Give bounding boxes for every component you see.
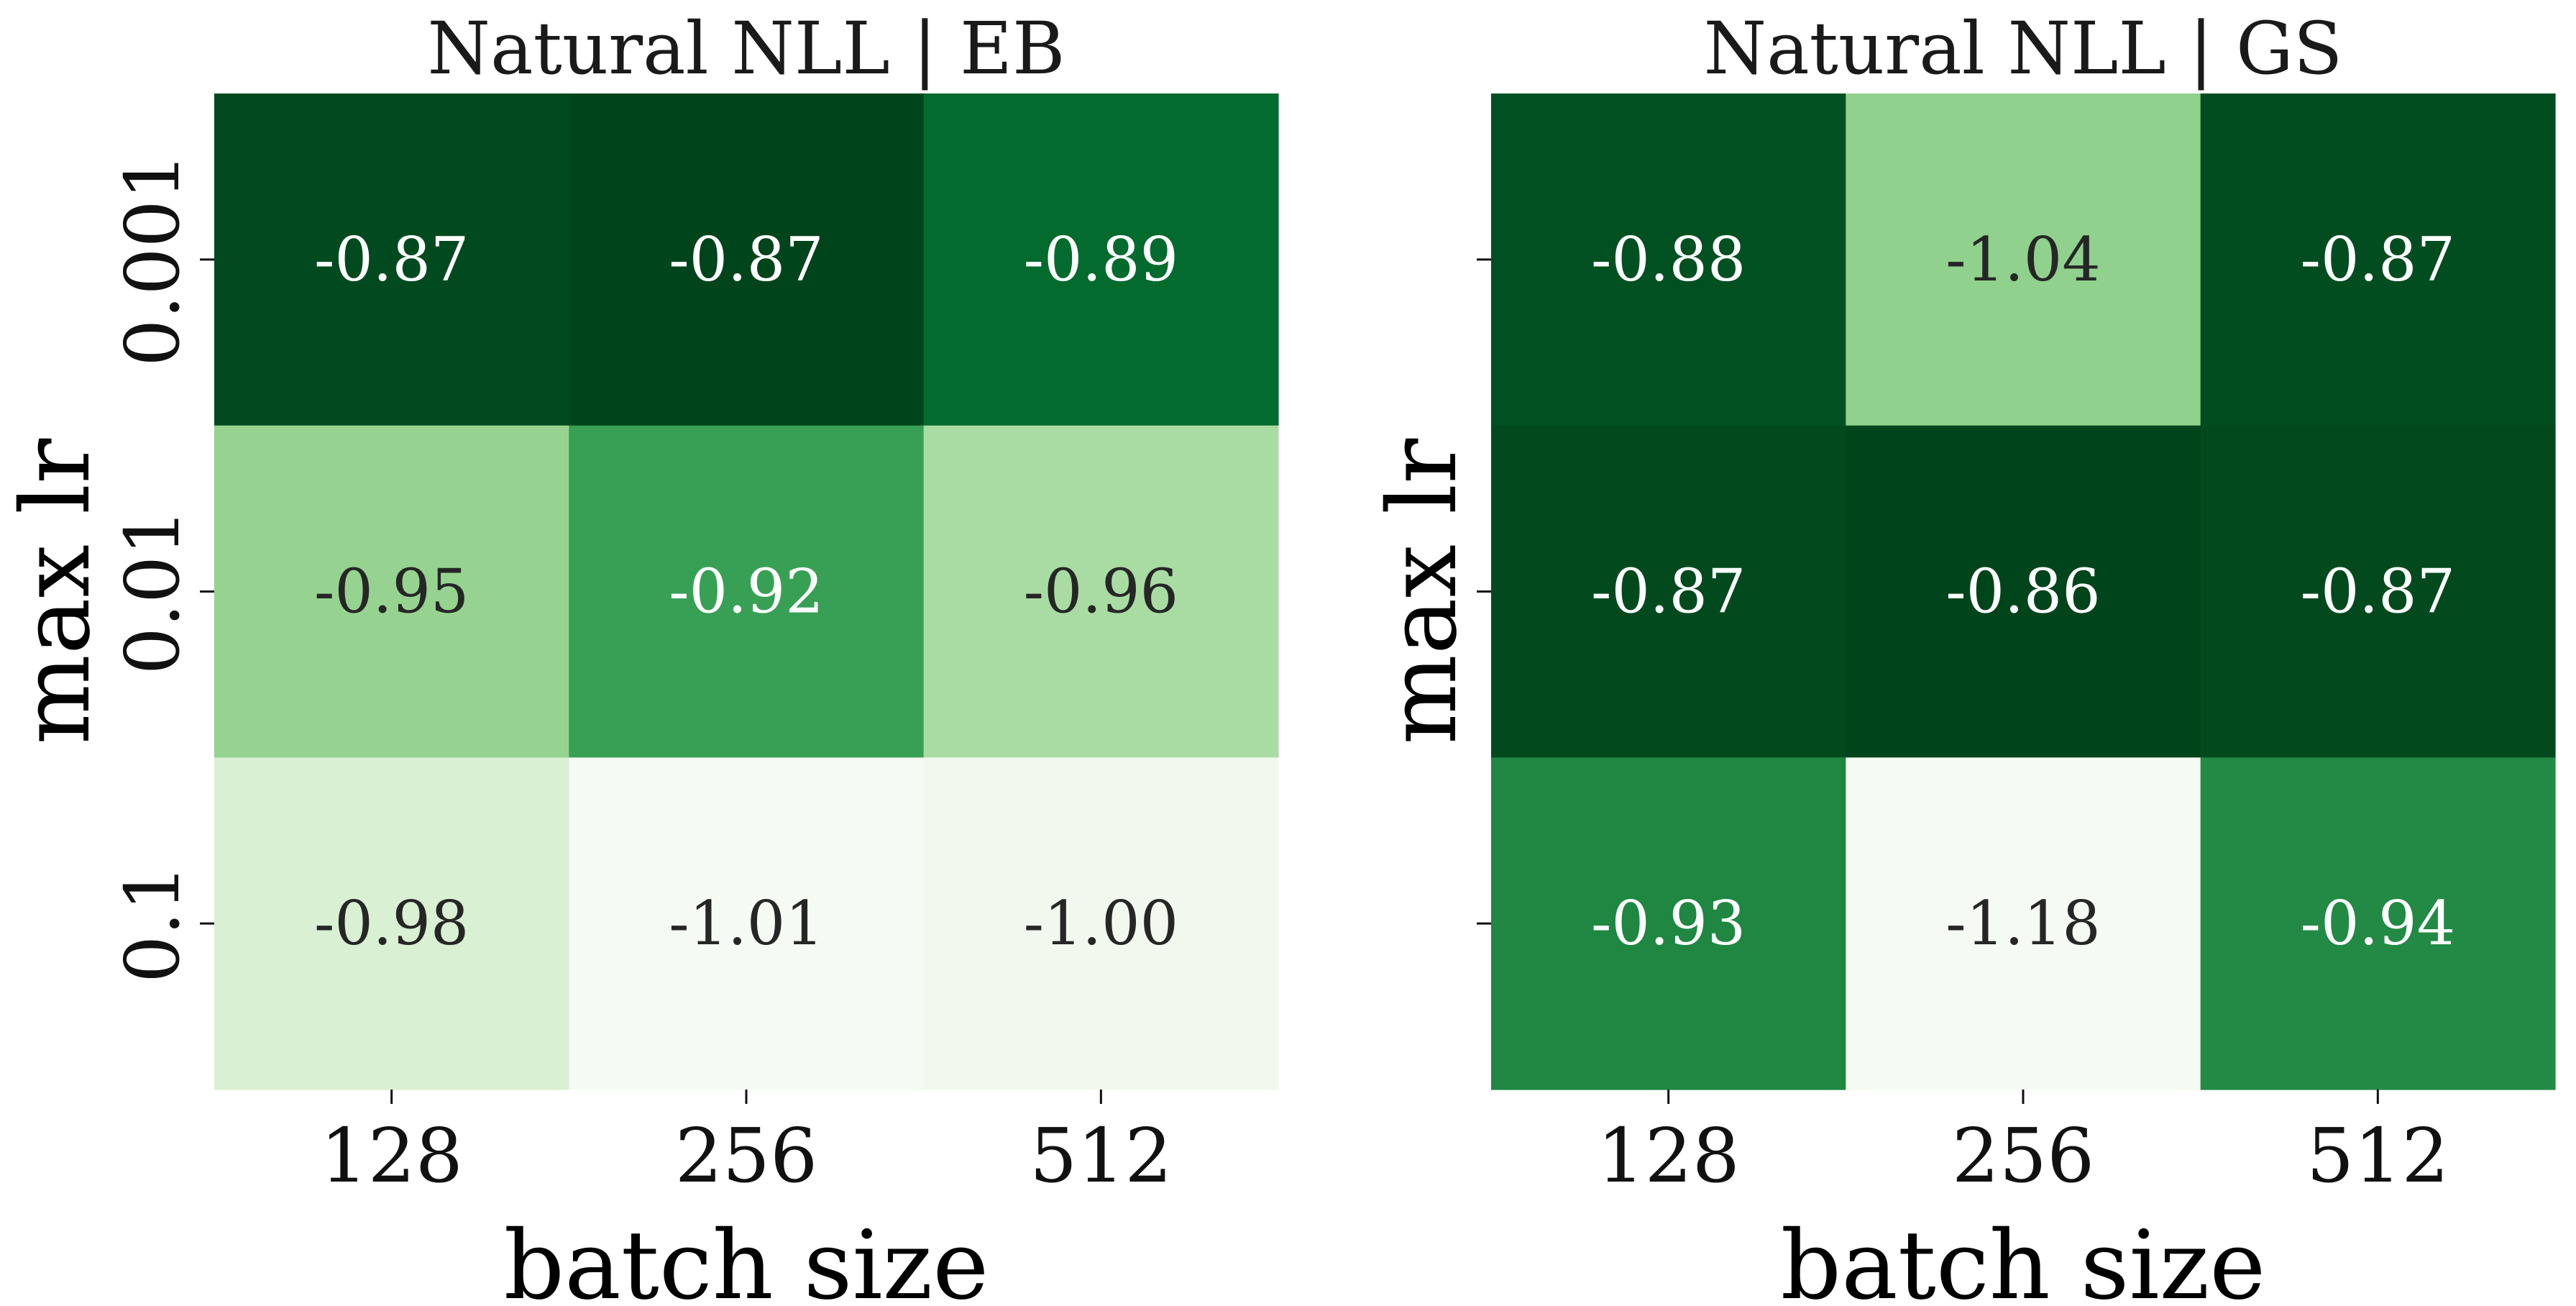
- heatmap-cell: [923, 757, 1279, 1090]
- heatmap-cell: [923, 93, 1279, 426]
- cell-value-label: -0.95: [314, 557, 469, 627]
- heatmap-cell: [569, 757, 925, 1090]
- cell-value-label: -0.94: [2301, 888, 2455, 959]
- cell-value-label: -0.87: [314, 224, 469, 295]
- heatmap-panels: -0.87 -0.87 -0.89 -0.95 -0.92 -0.96 -0.98 -1.01…: [1, 6, 2556, 1306]
- cell-value-label: -1.18: [1945, 888, 2100, 959]
- panel-title: Natural NLL | GS: [1704, 6, 2343, 91]
- cell-value-label: -1.01: [669, 888, 823, 959]
- heatmap-cell: [1491, 757, 1846, 1090]
- y-axis-label: max lr: [1, 438, 111, 744]
- heatmap-cell: [2200, 425, 2556, 758]
- x-tick-label: 512: [1030, 1112, 1173, 1200]
- heatmap-cell: [569, 425, 925, 758]
- cell-value-label: -0.96: [1024, 557, 1178, 627]
- cell-value-label: -0.98: [314, 888, 469, 959]
- cell-value-label: -0.93: [1591, 888, 1746, 959]
- heatmap-panel-1: -0.87 -0.87 -0.89 -0.95 -0.92 -0.96 -0.98 -1.01…: [1, 6, 1279, 1306]
- heatmap-cell: [1491, 93, 1846, 426]
- cell-value-label: -1.04: [1945, 224, 2100, 295]
- heatmap-cell: [214, 757, 569, 1090]
- cell-value-label: -0.89: [1024, 224, 1178, 295]
- heatmap-cell: [214, 425, 569, 758]
- heatmap-cell: [923, 425, 1279, 758]
- x-tick-label: 128: [320, 1112, 463, 1200]
- cell-value-label: -0.87: [2301, 557, 2455, 627]
- cell-value-label: -0.87: [1591, 557, 1746, 627]
- x-tick-label: 512: [2306, 1112, 2449, 1200]
- cell-value-label: -0.86: [1945, 557, 2100, 627]
- heatmap-cell: [1491, 425, 1846, 758]
- x-tick-label: 256: [675, 1112, 818, 1200]
- heatmap-panel-2: -0.88 -1.04 -0.87 -0.87 -0.86 -0.87 -0.93 -1.18…: [1367, 6, 2556, 1306]
- y-tick-label: 0.01: [109, 508, 196, 675]
- cell-value-label: -1.00: [1024, 888, 1178, 959]
- cell-value-label: -0.92: [669, 557, 823, 627]
- x-axis-label: batch size: [1781, 1210, 2266, 1306]
- x-tick-label: 128: [1597, 1112, 1740, 1200]
- x-axis-label: batch size: [504, 1210, 989, 1306]
- cell-value-label: -0.87: [2301, 224, 2455, 295]
- heatmap-cell: [569, 93, 925, 426]
- panel-title: Natural NLL | EB: [428, 6, 1065, 91]
- heatmap-cell: [1846, 93, 2201, 426]
- y-tick-label: 0.001: [109, 152, 196, 367]
- x-tick-label: 256: [1952, 1112, 2095, 1200]
- y-axis-label: max lr: [1367, 438, 1478, 744]
- cell-value-label: -0.87: [669, 224, 823, 295]
- cell-value-label: -0.88: [1591, 224, 1746, 295]
- heatmap-cell: [2200, 757, 2556, 1090]
- heatmap-cell: [2200, 93, 2556, 426]
- y-tick-label: 0.1: [109, 864, 196, 982]
- heatmap-cell: [1846, 425, 2201, 758]
- heatmap-cell: [214, 93, 569, 426]
- heatmap-cell: [1846, 757, 2201, 1090]
